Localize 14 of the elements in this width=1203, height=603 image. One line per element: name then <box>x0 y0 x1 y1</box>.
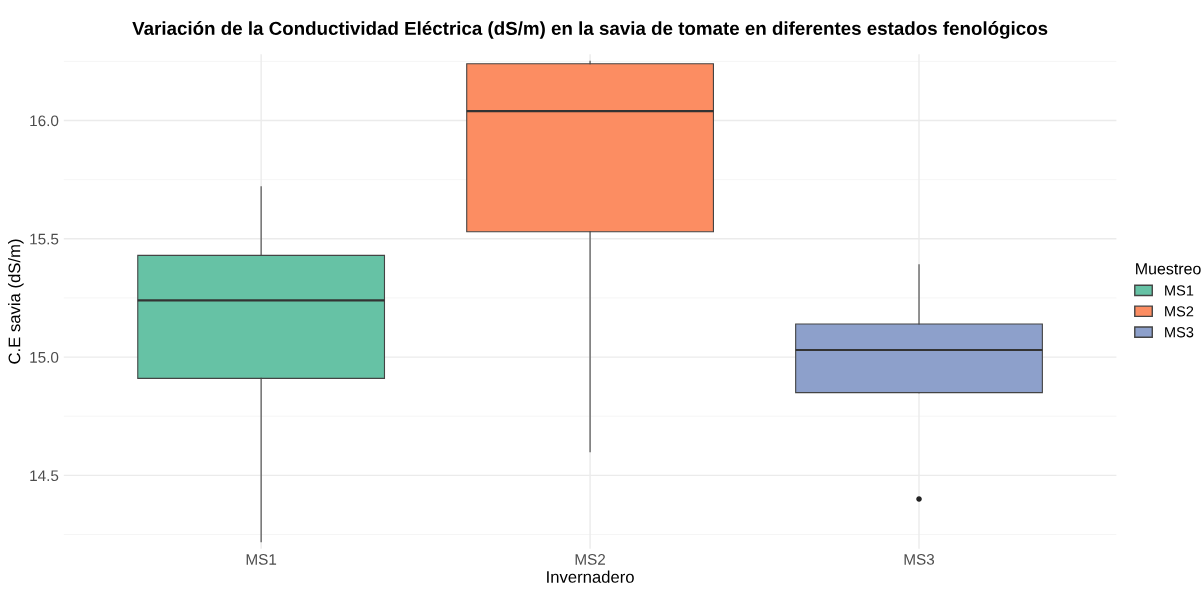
x-tick-label: MS2 <box>575 553 606 565</box>
y-tick-label: 15.5 <box>30 233 59 245</box>
y-tick-label: 15.0 <box>30 351 59 363</box>
y-tick-label: 16.0 <box>30 115 59 127</box>
x-tick-label: MS1 <box>246 553 277 565</box>
x-tick-label: MS3 <box>904 553 935 565</box>
y-axis-title: C.E savia (dS/m) <box>8 239 24 364</box>
legend-label: MS2 <box>1165 306 1194 317</box>
x-axis-title: Invernadero <box>547 570 634 583</box>
legend-label: MS1 <box>1165 285 1194 296</box>
chart-title: Variación de la Conductividad Eléctrica (dS/m) en la savia de tomate en diferentes estados fenológicos <box>132 21 1048 39</box>
y-tick-label: 14.5 <box>30 470 59 482</box>
legend-title: Muestreo <box>1136 263 1201 275</box>
legend-label: MS3 <box>1165 327 1194 338</box>
